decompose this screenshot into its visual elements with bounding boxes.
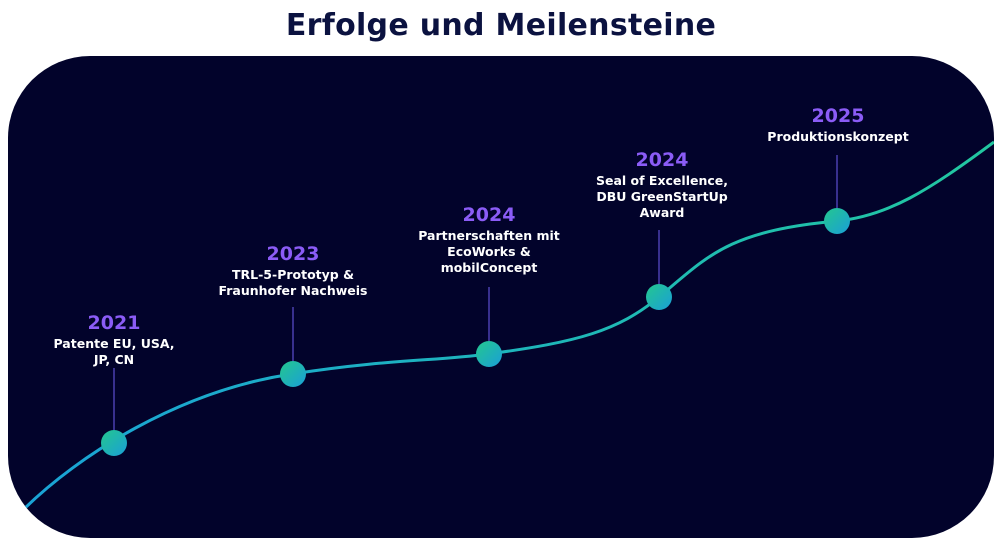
milestone-2024-partnerships: 2024 Partnerschaften mit EcoWorks & mobi…	[389, 204, 589, 276]
milestone-text: Seal of Excellence, DBU GreenStartUp Awa…	[595, 173, 728, 220]
milestone-dot-5	[824, 208, 850, 234]
milestone-year: 2024	[462, 204, 516, 226]
milestone-year: 2024	[635, 149, 689, 171]
milestone-dot-2	[280, 361, 306, 387]
milestone-2025: 2025 Produktionskonzept	[738, 105, 938, 145]
milestone-dot-3	[476, 341, 502, 367]
milestone-text: Patente EU, USA, JP, CN	[53, 336, 175, 367]
milestone-dot-4	[646, 284, 672, 310]
page-title: Erfolge und Meilensteine	[285, 8, 717, 43]
milestone-year: 2023	[266, 243, 320, 265]
milestone-dot-1	[101, 430, 127, 456]
milestone-text: TRL-5-Prototyp & Fraunhofer Nachweis	[218, 267, 368, 298]
milestone-year: 2021	[87, 312, 141, 334]
timeline-panel: 2021 Patente EU, USA, JP, CN 2023 TRL-5-…	[8, 56, 994, 538]
timeline-graphic	[22, 140, 994, 511]
milestone-2024-awards: 2024 Seal of Excellence, DBU GreenStartU…	[562, 149, 762, 221]
milestone-2021: 2021 Patente EU, USA, JP, CN	[14, 312, 214, 368]
milestone-text: Partnerschaften mit EcoWorks & mobilConc…	[418, 228, 560, 275]
milestone-text: Produktionskonzept	[767, 129, 909, 144]
milestone-2023: 2023 TRL-5-Prototyp & Fraunhofer Nachwei…	[193, 243, 393, 299]
milestone-year: 2025	[811, 105, 865, 127]
